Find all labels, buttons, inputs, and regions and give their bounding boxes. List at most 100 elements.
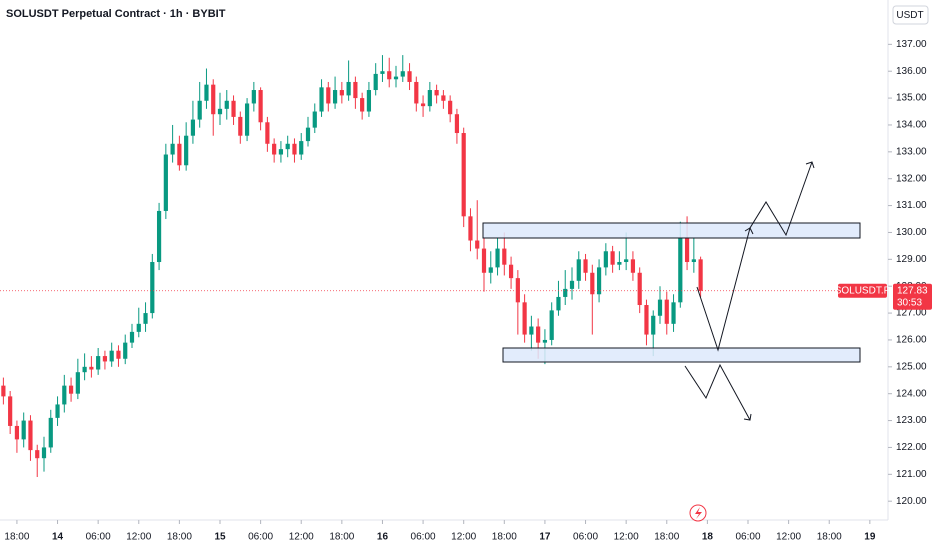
candle-body [123,342,128,359]
x-tick-label: 15 [214,532,226,543]
y-tick-label: 123.00 [896,415,927,426]
candle-body [136,323,141,332]
candle-body [536,326,541,343]
candle-body [224,100,229,109]
candle-body [515,278,520,303]
candle-body [454,114,460,134]
x-tick-label: 16 [377,532,389,543]
candle-body [211,84,216,115]
candle-body [353,81,358,99]
candle-body [299,141,304,155]
candle-body [244,103,250,136]
x-tick-label: 18 [702,532,714,543]
candle-body [502,248,507,265]
x-tick-label: 18:00 [167,532,192,543]
candle-body [407,71,412,82]
candle-body [156,210,162,263]
candle-body [387,71,392,80]
y-tick-label: 133.00 [896,146,927,157]
candle-body [576,259,581,281]
candle-body [563,288,568,297]
candle-body [434,90,439,96]
x-tick-label: 06:00 [735,532,760,543]
candle-body [400,71,405,77]
candle-body [14,425,20,440]
support-zone [502,347,861,363]
candle-body [508,264,514,279]
candle-body [96,356,101,370]
chart-title: SOLUSDT Perpetual Contract · 1h · BYBIT [6,8,226,20]
candle-body [542,339,548,343]
candle-body [190,119,196,136]
currency: USDT [896,10,923,21]
candle-body [163,154,168,211]
candle-body [603,251,608,268]
candle-body [691,259,696,263]
candle-body [461,133,466,217]
candles [1,55,703,478]
candle-body [475,240,480,249]
candle-body [569,280,575,289]
candle-body [332,90,338,104]
y-tick-label: 137.00 [896,39,927,50]
candle-body [583,259,588,273]
candle-body [684,237,690,263]
y-tick-label: 131.00 [896,200,927,211]
y-tick-label: 136.00 [896,66,927,77]
candle-body [427,90,432,107]
x-tick-label: 12:00 [289,532,314,543]
candle-body [664,299,669,324]
candle-body [366,90,372,112]
y-tick-label: 122.00 [896,442,927,453]
candle-body [68,385,74,394]
lightning [695,507,702,519]
candle-body [231,100,236,117]
candle-body [373,73,378,91]
candle-body [319,87,324,112]
x-tick-label: 12:00 [126,532,151,543]
x-tick-label: 06:00 [573,532,598,543]
candle-body [217,108,223,115]
symbol-label: SOLUSDT.P [835,285,891,296]
candle-body [82,366,87,373]
x-tick-label: 18:00 [654,532,679,543]
candle-body [522,302,527,335]
candle-body [41,447,47,459]
candle-body [617,262,622,265]
candle-body [414,81,419,104]
y-tick-label: 121.00 [896,469,927,480]
candle-body [48,417,53,448]
candle-body [251,90,256,104]
candle-body [380,71,385,74]
candle-body [488,267,493,273]
y-tick-label: 130.00 [896,227,927,238]
x-tick-label: 06:00 [248,532,273,543]
candle-body [285,143,290,150]
candle-body [129,331,135,343]
candle-body [590,272,595,295]
y-tick-label: 135.00 [896,93,927,104]
candle-body [1,385,6,397]
candle-body [21,420,26,440]
x-tick-label: 18:00 [4,532,29,543]
candle-body [481,248,487,273]
candle-body [420,103,426,107]
candle-body [312,111,317,128]
candle-body [116,350,121,359]
candle-body [624,259,629,263]
y-tick-label: 120.00 [896,496,927,507]
candle-body [272,143,277,155]
x-tick-label: 14 [52,532,64,543]
currency-box[interactable] [892,5,929,25]
candle-body [448,100,453,115]
candle-body [150,262,155,314]
bullish-projection [696,161,813,352]
candle-body [238,116,243,136]
candle-body [549,310,554,340]
candle-body [630,259,636,273]
candle-body [204,84,209,101]
candle-body [143,313,148,324]
x-tick-label: 12:00 [451,532,476,543]
x-tick-label: 06:00 [86,532,111,543]
